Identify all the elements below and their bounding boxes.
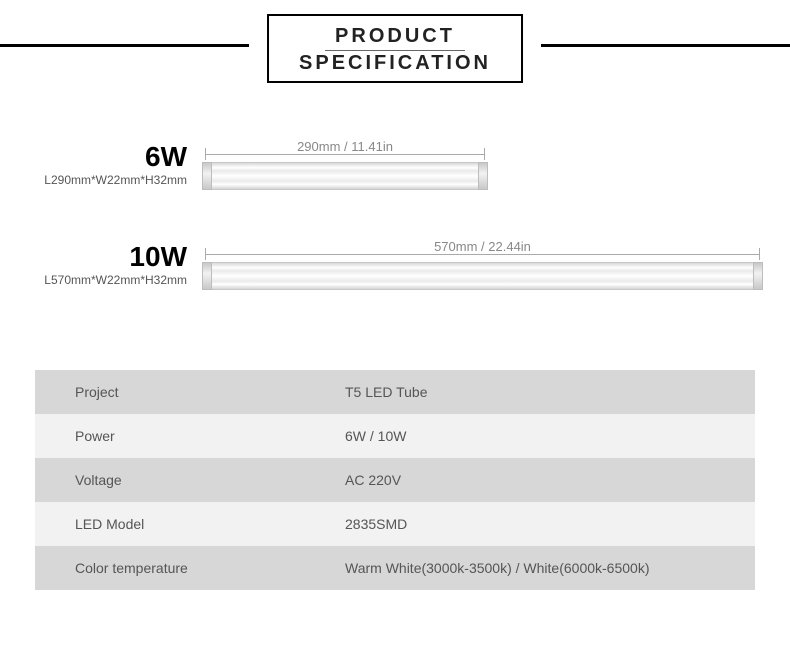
- spec-value: Warm White(3000k-3500k) / White(6000k-65…: [305, 546, 755, 590]
- table-row: Power 6W / 10W: [35, 414, 755, 458]
- header-title-line2: SPECIFICATION: [299, 51, 491, 75]
- spec-key: Power: [35, 414, 305, 458]
- header-box: PRODUCT SPECIFICATION: [267, 14, 523, 83]
- dimensions-10w: L570mm*W22mm*H32mm: [30, 273, 187, 287]
- dimensions-6w: L290mm*W22mm*H32mm: [30, 173, 187, 187]
- header-banner: PRODUCT SPECIFICATION: [0, 0, 790, 80]
- wattage-10w: 10W: [30, 243, 187, 271]
- table-row: Project T5 LED Tube: [35, 370, 755, 414]
- wattage-6w: 6W: [30, 143, 187, 171]
- spec-key: LED Model: [35, 502, 305, 546]
- dim-label-10w: 570mm / 22.44in: [434, 239, 531, 254]
- dimension-bar-6w: 290mm / 11.41in: [205, 140, 485, 158]
- dimension-bar-10w: 570mm / 22.44in: [205, 240, 760, 258]
- header-box-wrap: PRODUCT SPECIFICATION: [249, 14, 541, 83]
- product-row-6w: 6W L290mm*W22mm*H32mm 290mm / 11.41in: [30, 140, 760, 190]
- table-row: LED Model 2835SMD: [35, 502, 755, 546]
- table-row: Voltage AC 220V: [35, 458, 755, 502]
- spec-value: AC 220V: [305, 458, 755, 502]
- dim-cap-right-icon: [484, 148, 485, 160]
- dim-line-6w: [205, 154, 485, 155]
- table-row: Color temperature Warm White(3000k-3500k…: [35, 546, 755, 590]
- spec-key: Project: [35, 370, 305, 414]
- dim-label-6w: 290mm / 11.41in: [297, 139, 393, 154]
- label-block-6w: 6W L290mm*W22mm*H32mm: [30, 143, 205, 187]
- spec-key: Color temperature: [35, 546, 305, 590]
- tube-block-10w: 570mm / 22.44in: [205, 240, 760, 290]
- tube-graphic-10w: [205, 262, 760, 290]
- label-block-10w: 10W L570mm*W22mm*H32mm: [30, 243, 205, 287]
- tube-block-6w: 290mm / 11.41in: [205, 140, 760, 190]
- header-title-line1: PRODUCT: [299, 24, 491, 48]
- product-row-10w: 10W L570mm*W22mm*H32mm 570mm / 22.44in: [30, 240, 760, 290]
- dim-line-10w: [205, 254, 760, 255]
- spec-table: Project T5 LED Tube Power 6W / 10W Volta…: [35, 370, 755, 590]
- spec-key: Voltage: [35, 458, 305, 502]
- spec-value: 2835SMD: [305, 502, 755, 546]
- spec-value: 6W / 10W: [305, 414, 755, 458]
- tube-graphic-6w: [205, 162, 485, 190]
- diagram-area: 6W L290mm*W22mm*H32mm 290mm / 11.41in 10…: [0, 80, 790, 360]
- spec-value: T5 LED Tube: [305, 370, 755, 414]
- dim-cap-right-icon: [759, 248, 760, 260]
